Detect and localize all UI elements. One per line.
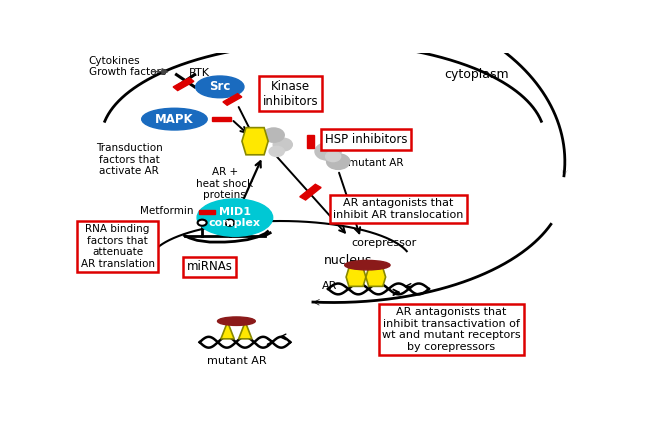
Ellipse shape bbox=[197, 199, 272, 236]
Text: corepressor: corepressor bbox=[351, 238, 416, 248]
Polygon shape bbox=[346, 268, 366, 286]
Ellipse shape bbox=[315, 142, 341, 160]
Ellipse shape bbox=[326, 151, 341, 161]
Bar bbox=[199, 209, 215, 214]
Text: Metformin: Metformin bbox=[140, 206, 193, 216]
Bar bbox=[173, 78, 194, 90]
Text: Cytokines
Growth factors: Cytokines Growth factors bbox=[89, 56, 166, 77]
Ellipse shape bbox=[326, 154, 350, 169]
Text: MID1
complex: MID1 complex bbox=[209, 207, 261, 228]
Text: Kinase
inhibitors: Kinase inhibitors bbox=[263, 80, 318, 108]
Ellipse shape bbox=[196, 76, 244, 98]
Text: miRNAs: miRNAs bbox=[187, 260, 233, 273]
Text: mutant AR: mutant AR bbox=[348, 158, 404, 168]
Polygon shape bbox=[221, 322, 234, 339]
Text: AR +
heat shock
proteins: AR + heat shock proteins bbox=[196, 167, 254, 200]
Text: HSP inhibitors: HSP inhibitors bbox=[324, 133, 407, 146]
Text: cytoplasm: cytoplasm bbox=[444, 68, 508, 82]
Text: RNA binding
factors that
attenuate
AR translation: RNA binding factors that attenuate AR tr… bbox=[81, 224, 155, 269]
Text: Src: Src bbox=[209, 80, 231, 93]
Bar bbox=[307, 135, 314, 148]
Ellipse shape bbox=[226, 220, 235, 226]
Polygon shape bbox=[239, 322, 252, 339]
Text: MAPK: MAPK bbox=[155, 112, 194, 126]
Ellipse shape bbox=[273, 138, 292, 151]
Text: AR antagonists that
inhibit transactivation of
wt and mutant receptors
by corepr: AR antagonists that inhibit transactivat… bbox=[382, 307, 521, 352]
Bar bbox=[300, 184, 321, 200]
Ellipse shape bbox=[198, 220, 207, 226]
Ellipse shape bbox=[142, 108, 207, 130]
Bar bbox=[223, 93, 242, 105]
Text: AR antagonists that
inhibit AR translocation: AR antagonists that inhibit AR transloca… bbox=[333, 198, 464, 220]
Ellipse shape bbox=[218, 317, 255, 325]
Text: AR: AR bbox=[321, 280, 337, 291]
Text: Transduction
factors that
activate AR: Transduction factors that activate AR bbox=[96, 143, 162, 176]
Bar bbox=[212, 117, 231, 121]
Text: RTK: RTK bbox=[189, 68, 210, 78]
Polygon shape bbox=[366, 268, 385, 286]
Text: mutant AR: mutant AR bbox=[207, 356, 266, 366]
Ellipse shape bbox=[263, 128, 284, 142]
Polygon shape bbox=[242, 127, 268, 155]
Ellipse shape bbox=[344, 260, 390, 270]
Text: nucleus: nucleus bbox=[324, 254, 372, 266]
Ellipse shape bbox=[269, 146, 284, 157]
